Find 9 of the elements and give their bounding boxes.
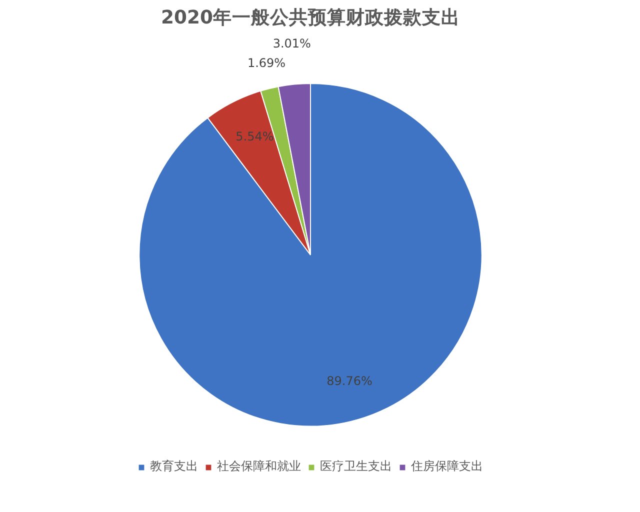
legend-label: 住房保障支出 [411,458,483,475]
data-label: 5.54% [236,129,274,144]
data-label: 3.01% [272,36,311,51]
legend-label: 社会保障和就业 [217,458,301,475]
chart-title: 2020年一般公共预算财政拨款支出 [161,6,460,28]
data-label: 89.76% [326,374,372,388]
legend-label: 教育支出 [150,458,198,475]
data-label: 1.69% [247,56,286,70]
legend-label: 医疗卫生支出 [320,458,392,475]
